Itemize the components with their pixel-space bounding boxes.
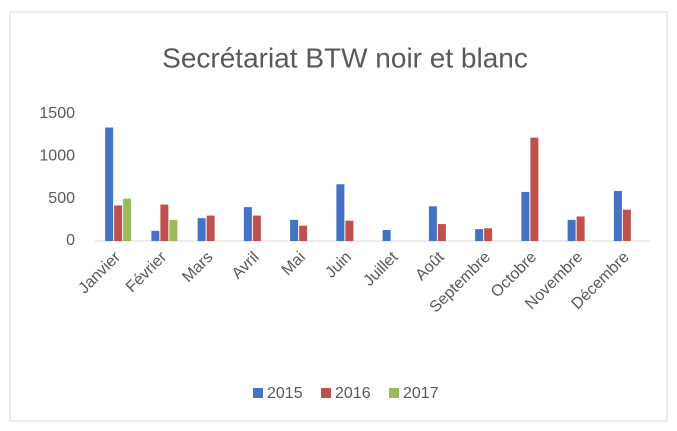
bar xyxy=(437,224,446,241)
bar xyxy=(428,206,437,241)
bar xyxy=(206,215,215,241)
bar xyxy=(345,220,354,241)
bar xyxy=(530,137,539,241)
bar xyxy=(169,219,178,241)
bar xyxy=(299,225,308,241)
bar xyxy=(382,229,391,241)
bar xyxy=(197,218,206,241)
bar xyxy=(521,191,530,241)
bar xyxy=(252,215,261,241)
bar xyxy=(114,205,123,241)
legend-label: 2017 xyxy=(403,385,439,402)
bar xyxy=(336,184,345,241)
bar xyxy=(475,229,484,241)
legend-swatch xyxy=(321,388,331,398)
bar xyxy=(622,209,631,241)
legend-label: 2016 xyxy=(335,385,371,402)
bar xyxy=(105,127,114,241)
bar xyxy=(243,207,252,241)
y-tick-label: 1000 xyxy=(39,148,75,165)
y-tick-label: 0 xyxy=(66,232,75,249)
bar xyxy=(290,219,299,241)
legend-swatch xyxy=(389,388,399,398)
legend-label: 2015 xyxy=(267,385,303,402)
legend-swatch xyxy=(253,388,263,398)
bar xyxy=(484,228,493,241)
bar xyxy=(576,216,585,241)
bar xyxy=(160,204,169,241)
bar xyxy=(123,198,132,241)
y-tick-label: 1500 xyxy=(39,105,75,122)
bar xyxy=(613,191,622,241)
bar xyxy=(567,219,576,241)
chart-title: Secrétariat BTW noir et blanc xyxy=(162,42,528,73)
y-tick-label: 500 xyxy=(48,190,75,207)
bar xyxy=(151,230,160,241)
